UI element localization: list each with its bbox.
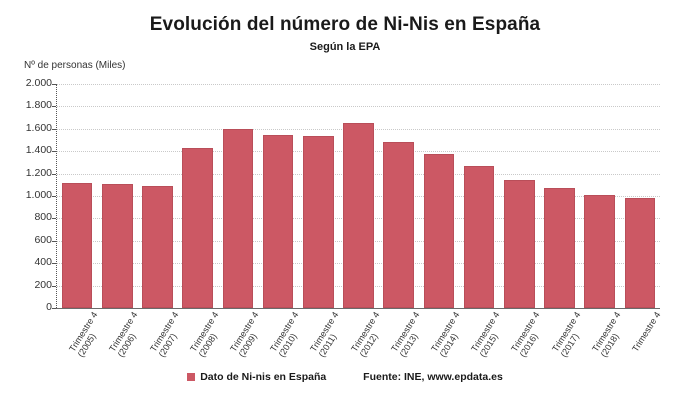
y-tick-label: 400 — [34, 256, 52, 269]
y-tick-label: 800 — [34, 211, 52, 224]
y-tick-mark — [52, 84, 56, 85]
x-tick-label: Trimestre 4 (2015) — [469, 310, 510, 359]
bar[interactable] — [61, 183, 93, 308]
y-tick-mark — [52, 196, 56, 197]
y-tick-mark — [52, 151, 56, 153]
bar[interactable] — [142, 185, 173, 308]
x-axis-line — [56, 308, 660, 309]
y-tick-label: 2.000 — [25, 77, 52, 89]
x-tick-label: Trimestre 4 (2016) — [509, 310, 550, 359]
bar[interactable] — [222, 128, 254, 308]
y-tick-label: 1.400 — [25, 144, 52, 157]
y-tick-mark — [52, 240, 56, 242]
y-tick-label: 600 — [34, 233, 52, 246]
y-tick-label: 0 — [46, 301, 52, 313]
bar[interactable] — [544, 187, 575, 308]
chart-subtitle: Según la EPA — [309, 41, 381, 53]
x-tick-label: Trimestre 4 (2013) — [389, 310, 430, 359]
chart-source: Fuente: INE, www.epdata.es — [363, 371, 503, 383]
bar[interactable] — [303, 136, 334, 308]
y-tick-mark — [52, 263, 56, 265]
y-tick-mark — [52, 308, 56, 309]
bar[interactable] — [504, 179, 535, 308]
y-tick-label: 200 — [34, 278, 52, 291]
y-tick-mark — [52, 106, 56, 108]
x-tick-label: Trimestre 4 (2006) — [107, 310, 148, 359]
x-tick-label: Trimestre 4 (2009) — [228, 310, 269, 359]
x-tick-label: Trimestre 4 (2005) — [67, 310, 108, 359]
bar[interactable] — [343, 122, 374, 308]
y-tick-mark — [52, 218, 56, 220]
bar[interactable] — [584, 194, 615, 308]
bar[interactable] — [423, 154, 455, 308]
x-tick-label: Trimestre 4 (2011) — [308, 310, 349, 359]
x-tick-label: Trimestre 4 — [630, 310, 662, 354]
x-tick-label: Trimestre 4 (2010) — [268, 310, 309, 359]
bar[interactable] — [463, 165, 495, 308]
y-tick-label: 1.600 — [25, 121, 52, 134]
bar[interactable] — [182, 148, 213, 308]
bar[interactable] — [624, 198, 656, 308]
legend-swatch-icon — [187, 373, 196, 381]
y-tick-mark — [52, 285, 56, 287]
x-tick-label: Trimestre 4 (2017) — [550, 310, 591, 359]
chart-legend: Dato de Ni-nis en España Fuente: INE, ww… — [0, 371, 690, 383]
bar[interactable] — [383, 142, 414, 308]
chart-title: Evolución del número de Ni-Nis en España — [149, 14, 541, 35]
grid-line — [57, 106, 660, 108]
grid-line — [57, 84, 660, 85]
y-axis-line — [56, 84, 57, 308]
legend-series-label: Dato de Ni-nis en España — [200, 371, 327, 383]
y-tick-mark — [52, 128, 56, 130]
x-tick-label: Trimestre 4 (2008) — [188, 310, 229, 359]
bar[interactable] — [262, 134, 294, 308]
y-tick-label: 1.000 — [25, 189, 52, 201]
x-tick-label: Trimestre 4 (2018) — [590, 310, 631, 359]
y-axis-label: Nº de personas (Miles) — [24, 60, 126, 71]
y-tick-label: 1.800 — [25, 99, 52, 112]
bar-series — [57, 84, 660, 308]
legend-item-series[interactable]: Dato de Ni-nis en España — [187, 371, 326, 383]
x-tick-label-line: Trimestre 4 — [629, 310, 663, 354]
y-tick-label: 1.200 — [25, 166, 52, 179]
x-tick-label: Trimestre 4 (2014) — [429, 310, 470, 359]
x-tick-label: Trimestre 4 (2012) — [349, 310, 390, 359]
y-tick-mark — [52, 173, 56, 175]
x-tick-label: Trimestre 4 (2007) — [148, 310, 189, 359]
bar[interactable] — [102, 183, 133, 308]
